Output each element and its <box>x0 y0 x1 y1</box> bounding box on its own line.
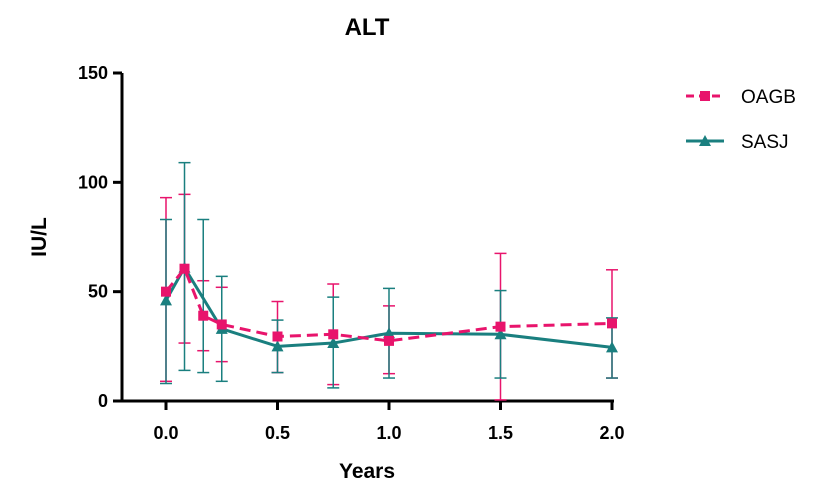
data-point-oagb <box>495 321 506 332</box>
data-point-oagb <box>198 310 209 321</box>
x-tick-label: 0.0 <box>153 423 178 443</box>
legend-label: OAGB <box>741 87 796 108</box>
data-point-sasj <box>606 341 618 353</box>
legend-swatch-marker <box>700 91 710 101</box>
series-line-sasj <box>164 266 613 349</box>
data-point-sasj <box>494 328 507 340</box>
legend-swatch-marker <box>699 135 711 146</box>
data-point-oagb <box>179 263 190 274</box>
legend-label: SASJ <box>741 132 789 153</box>
data-point-sasj <box>327 337 340 349</box>
data-point-oagb <box>216 319 227 330</box>
data-point-oagb <box>161 286 171 297</box>
x-tick-label: 0.5 <box>265 423 290 443</box>
data-point-oagb <box>384 335 394 346</box>
data-point-oagb <box>328 329 339 340</box>
axes: 0 50 100 150 0.0 0.5 1.0 1.5 2.0 <box>78 63 625 443</box>
series-markers <box>160 261 618 353</box>
x-tick-label: 1.0 <box>376 423 401 443</box>
legend: OAGB SASJ <box>686 87 796 153</box>
x-axis-label: Years <box>339 460 395 483</box>
y-tick-label: 100 <box>78 172 108 192</box>
data-point-oagb <box>272 331 283 342</box>
data-point-sasj <box>383 327 395 339</box>
x-tick-label: 2.0 <box>599 423 624 443</box>
y-tick-label: 150 <box>78 63 108 83</box>
y-axis-label: IU/L <box>28 217 51 257</box>
x-tick-label: 1.5 <box>488 423 513 443</box>
legend-item-oagb: OAGB <box>686 87 796 108</box>
error-bars <box>160 161 618 401</box>
data-point-oagb <box>607 318 617 329</box>
chart-title: ALT <box>345 14 390 41</box>
legend-item-sasj: SASJ <box>686 132 789 153</box>
y-tick-label: 0 <box>98 391 108 411</box>
y-tick-label: 50 <box>88 282 108 302</box>
data-point-sasj <box>160 294 172 306</box>
data-point-sasj <box>271 340 284 352</box>
